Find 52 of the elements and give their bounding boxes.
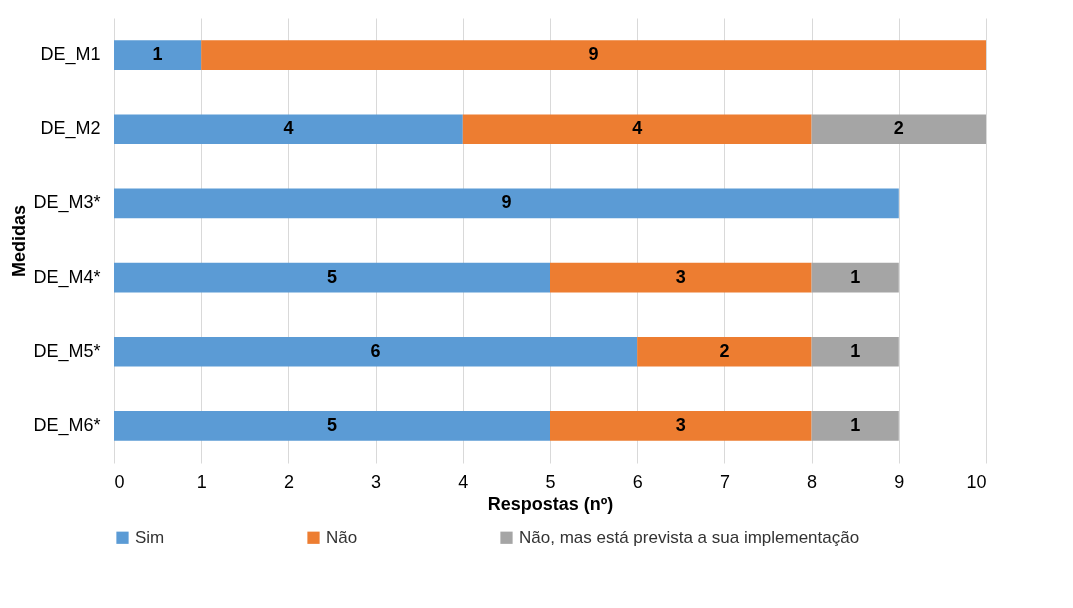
data-label: 5 (326, 414, 338, 435)
y-tick-label: DE_M5* (33, 340, 101, 362)
x-tick-label: 9 (894, 471, 905, 492)
data-label: 4 (283, 118, 294, 139)
x-tick-label: 3 (371, 471, 382, 492)
data-label: 3 (675, 266, 686, 287)
bar (114, 188, 899, 219)
data-label: 4 (632, 118, 643, 139)
data-label: 3 (675, 414, 686, 435)
bar (114, 40, 202, 70)
legend-label: Sim (135, 527, 165, 547)
data-label: 1 (152, 44, 163, 65)
bar (550, 411, 812, 441)
bar (811, 114, 986, 145)
x-tick-label: 0 (114, 471, 125, 492)
y-tick-label: DE_M4* (33, 266, 101, 288)
x-tick-label: 10 (966, 471, 987, 492)
bar (114, 336, 638, 367)
data-label: 9 (501, 192, 512, 213)
bar (811, 262, 899, 293)
data-label: 1 (850, 340, 861, 361)
bar (201, 40, 986, 70)
x-tick-label: 2 (283, 471, 294, 492)
x-tick-label: 4 (458, 471, 469, 492)
y-axis-title: Medidas (9, 204, 30, 278)
bar (637, 336, 812, 367)
x-tick-label: 7 (719, 471, 730, 492)
data-label: 1 (850, 266, 861, 287)
bar (462, 114, 812, 145)
data-label: 1 (850, 414, 861, 435)
legend-label: Não, mas está prevista a sua implementação (519, 527, 860, 547)
data-label: 2 (893, 118, 904, 139)
x-tick-label: 6 (632, 471, 643, 492)
bar (114, 114, 463, 145)
data-label: 6 (370, 340, 381, 361)
legend-label: Não (326, 527, 358, 547)
x-tick-label: 8 (807, 471, 818, 492)
bar (811, 336, 899, 367)
x-axis-title: Respostas (nº) (487, 493, 614, 514)
data-label: 2 (719, 340, 730, 361)
x-tick-label: 5 (545, 471, 556, 492)
data-label: 5 (326, 266, 338, 287)
y-tick-label: DE_M2 (40, 118, 101, 140)
data-label: 9 (588, 44, 599, 65)
bar (811, 411, 899, 441)
y-tick-label: DE_M1 (40, 44, 101, 66)
y-tick-label: DE_M6* (33, 414, 101, 436)
bar (550, 262, 812, 293)
x-tick-label: 1 (196, 471, 207, 492)
bar (114, 262, 550, 293)
bar (114, 411, 550, 441)
y-tick-label: DE_M3* (33, 192, 101, 214)
